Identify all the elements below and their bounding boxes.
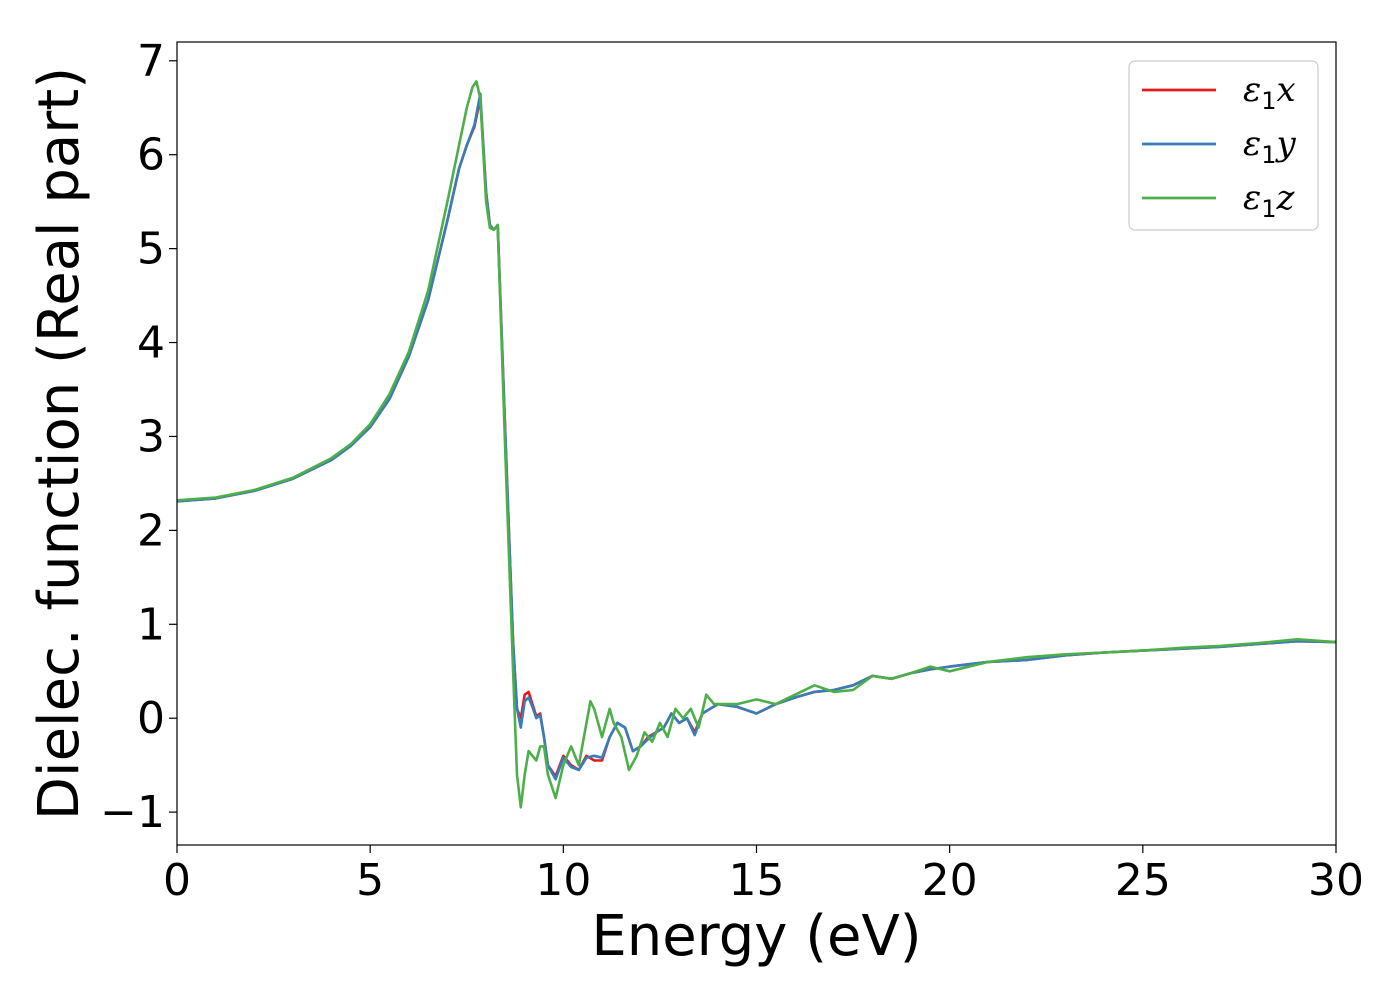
legend-label-x: ε1x	[1243, 70, 1296, 115]
y-tick-label: 4	[137, 318, 165, 369]
x-tick-label: 0	[163, 855, 191, 906]
x-tick-label: 25	[1115, 855, 1171, 906]
legend: ε1x ε1y ε1z	[1128, 60, 1319, 231]
x-tick-label: 20	[922, 855, 978, 906]
legend-label-z: ε1z	[1243, 178, 1296, 223]
series-line-z	[176, 80, 1337, 809]
x-axis-label: Energy (eV)	[591, 904, 921, 969]
x-tick-label: 5	[356, 855, 384, 906]
series-lines	[176, 80, 1337, 809]
y-tick-label: 2	[137, 505, 165, 556]
x-tick-label: 10	[535, 855, 591, 906]
y-axis-ticks: −1 0 1 2 3 4 5 6 7	[100, 36, 177, 838]
y-tick-label: 1	[137, 599, 165, 650]
x-tick-label: 15	[729, 855, 785, 906]
y-axis-label: Dielec. function (Real part)	[27, 67, 92, 820]
y-tick-label: 0	[137, 693, 165, 744]
x-tick-label: 30	[1308, 855, 1364, 906]
x-axis-ticks: 0 5 10 15 20 25 30	[163, 845, 1364, 906]
y-tick-label: −1	[100, 787, 165, 838]
y-tick-label: 3	[137, 411, 165, 462]
y-tick-label: 5	[137, 224, 165, 275]
y-tick-label: 6	[137, 130, 165, 181]
legend-box	[1128, 60, 1319, 231]
legend-label-y: ε1y	[1243, 124, 1297, 169]
y-tick-label: 7	[137, 36, 165, 87]
